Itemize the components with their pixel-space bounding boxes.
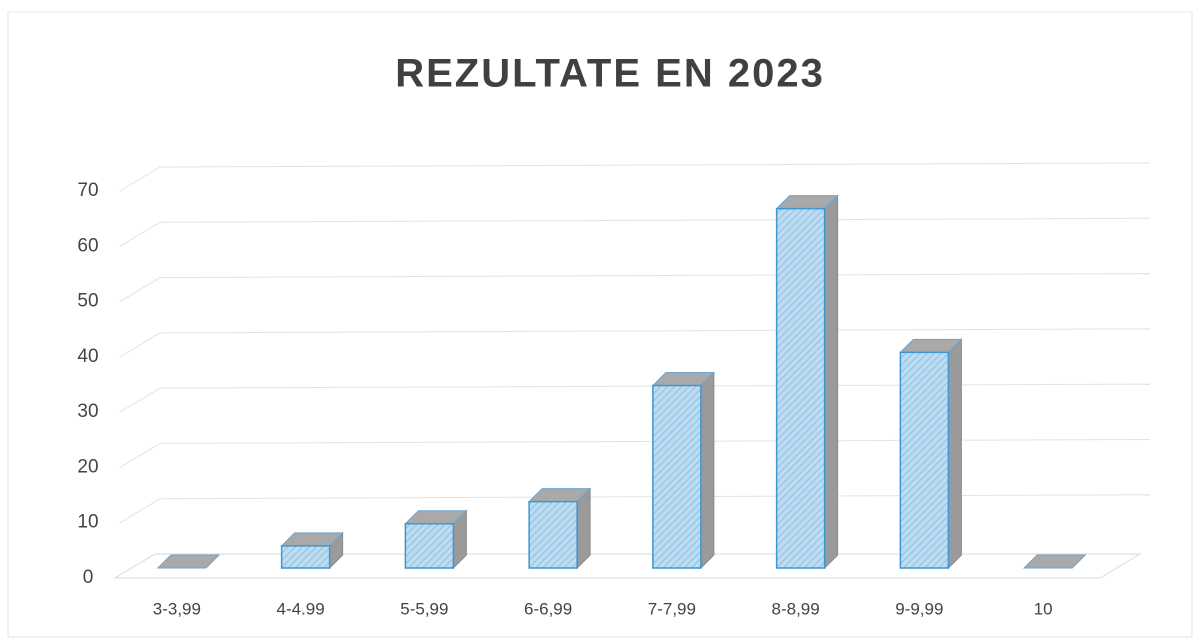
grid-line [119, 442, 161, 468]
x-tick-label: 9-9,99 [895, 599, 943, 618]
grid-line [119, 387, 161, 413]
bar [404, 509, 468, 570]
chart-frame [7, 11, 1193, 638]
floor [113, 553, 1142, 579]
bar [156, 554, 221, 569]
y-tick-label: 50 [77, 291, 98, 312]
y-tick-label: 70 [77, 180, 98, 201]
bar [899, 338, 963, 570]
y-tick-label: 0 [83, 567, 94, 588]
grid-line [159, 328, 1151, 334]
x-tick-label: 6-6,99 [524, 599, 572, 618]
grid-line [119, 332, 161, 358]
grid-line [159, 273, 1151, 279]
bar [527, 487, 592, 570]
y-tick-label: 10 [77, 512, 98, 533]
y-tick-label: 40 [77, 346, 98, 367]
grid-line [159, 217, 1151, 223]
bar [1022, 554, 1087, 569]
y-tick-label: 20 [77, 456, 98, 477]
y-tick-label: 60 [77, 235, 98, 256]
grid-line [119, 498, 161, 524]
bar [280, 531, 344, 570]
bar [775, 194, 839, 570]
x-tick-label: 10 [1034, 599, 1053, 618]
grid-line [119, 221, 161, 247]
chart-title: REZULTATE EN 2023 [395, 52, 825, 96]
x-tick-label: 8-8,99 [772, 599, 820, 618]
x-tick-label: 4-4.99 [277, 599, 325, 618]
bar [651, 371, 716, 570]
grid-line [159, 162, 1151, 168]
x-tick-label: 3-3,99 [153, 599, 201, 618]
grid-line [119, 277, 161, 303]
y-tick-label: 30 [77, 401, 98, 422]
x-tick-label: 7-7,99 [648, 599, 696, 618]
grid-line [119, 166, 161, 192]
x-tick-label: 5-5,99 [400, 599, 448, 618]
